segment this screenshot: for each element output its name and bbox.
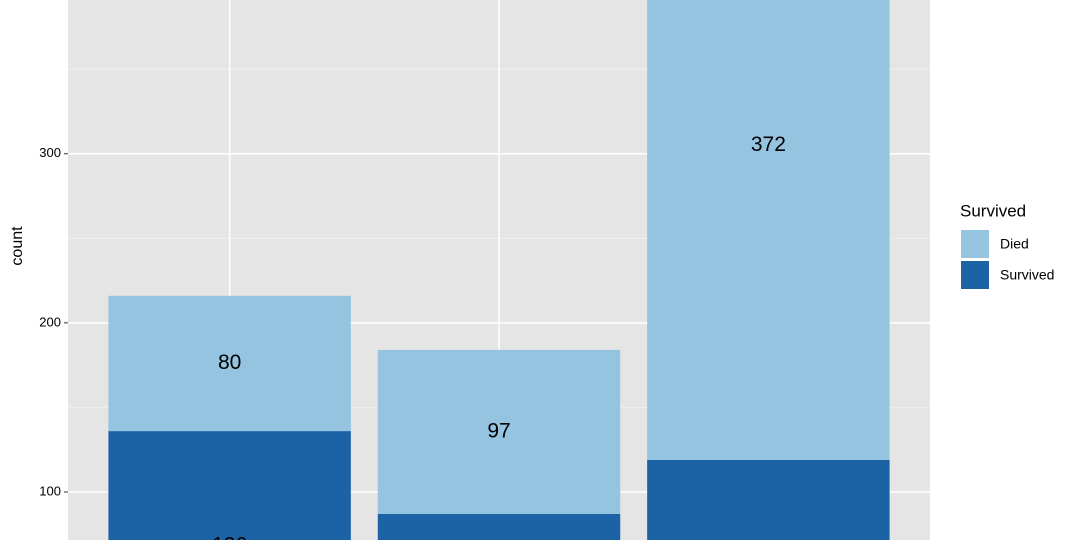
data-label: 372 [751,133,786,156]
bar-segment [647,0,890,460]
bar-segment [377,513,621,540]
y-axis-label: count [9,226,26,266]
legend-swatch [961,230,989,258]
bar-segment [108,295,351,432]
legend-label: Survived [1000,267,1054,283]
legend-label: Died [1000,236,1029,252]
y-tick-label: 100 [39,483,61,498]
y-tick-label: 300 [39,145,61,160]
bar-segment [647,459,890,540]
legend-swatch [961,261,989,289]
data-label: 80 [218,351,241,374]
data-label: 97 [487,419,510,442]
legend-title: Survived [960,201,1026,220]
bar-segment [377,349,621,514]
bar-segment [108,431,351,540]
data-label: 136 [212,534,247,540]
y-tick-label: 200 [39,314,61,329]
